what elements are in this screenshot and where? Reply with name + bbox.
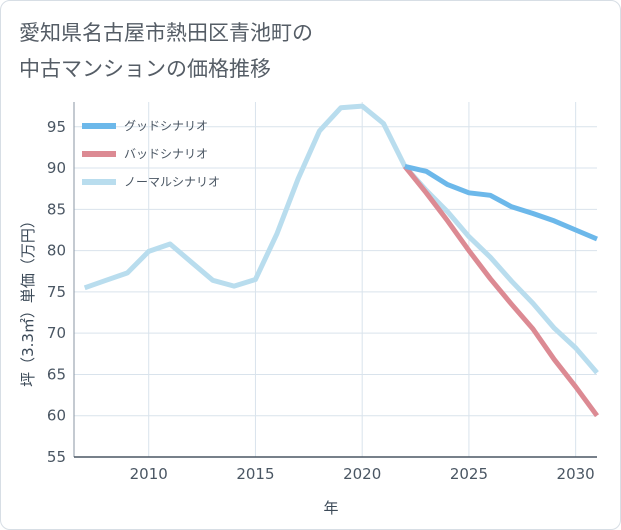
axes (73, 102, 597, 458)
legend-label-bad: バッドシナリオ (124, 147, 208, 161)
x-tick-label-2025: 2025 (450, 465, 488, 483)
x-axis-label: 年 (323, 499, 338, 517)
legend-label-good: グッドシナリオ (124, 119, 208, 133)
y-tick-label-80: 80 (47, 242, 66, 260)
y-tick-label-65: 65 (47, 365, 66, 383)
y-axis-label: 坪（3.3㎡）単価（万円） (19, 213, 37, 387)
chart-title: 愛知県名古屋市熱田区青池町の 中古マンションの価格推移 (19, 15, 579, 87)
x-tick-label-2010: 2010 (130, 465, 168, 483)
y-tick-label-75: 75 (47, 283, 66, 301)
x-tick-label-2015: 2015 (236, 465, 274, 483)
series-lines (83, 103, 600, 418)
x-tick-label-2020: 2020 (343, 465, 381, 483)
y-tick-label-60: 60 (47, 407, 66, 425)
series-line-bad (402, 164, 600, 418)
y-tick-label-55: 55 (47, 448, 66, 466)
y-tick-label-70: 70 (47, 324, 66, 342)
y-tick-label-85: 85 (47, 200, 66, 218)
chart-title-line2: 中古マンションの価格推移 (19, 57, 271, 81)
chart-title-line1: 愛知県名古屋市熱田区青池町の (19, 21, 313, 45)
series-line-good (404, 163, 598, 242)
legend-label-normal: ノーマルシナリオ (124, 175, 220, 189)
y-tick-label-95: 95 (47, 118, 66, 136)
series-line-normal (83, 103, 599, 375)
x-tick-label-2030: 2030 (557, 465, 595, 483)
y-tick-label-90: 90 (47, 159, 66, 177)
tick-labels: 55 60 65 70 75 80 85 90 95 2010 2015 2020 2025 2030 (47, 118, 595, 483)
